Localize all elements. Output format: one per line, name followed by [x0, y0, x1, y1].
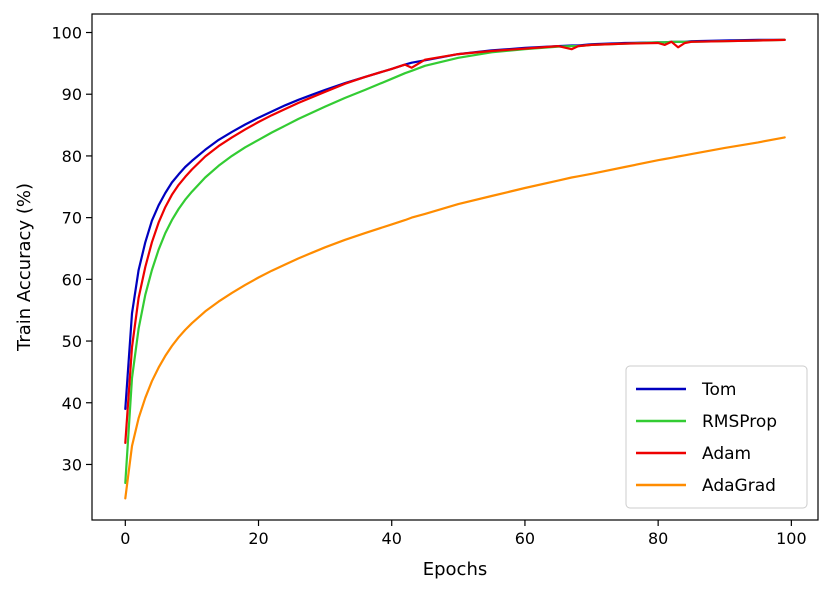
- x-tick-label: 100: [776, 529, 807, 548]
- x-axis-label: Epochs: [423, 559, 488, 580]
- legend-box: [625, 365, 808, 509]
- y-tick-label: 100: [51, 24, 82, 43]
- legend-label-rmsprop: RMSProp: [702, 412, 777, 432]
- legend: Tom RMSProp Adam AdaGrad: [625, 365, 808, 509]
- x-tick-label: 60: [515, 529, 535, 548]
- legend-label-adam: Adam: [702, 444, 751, 464]
- y-tick-label: 60: [62, 270, 82, 289]
- y-tick-label: 30: [62, 455, 82, 474]
- x-tick-label: 20: [248, 529, 268, 548]
- legend-label-tom: Tom: [701, 380, 736, 400]
- series-line-rmsprop: [124, 38, 786, 485]
- y-tick-label: 80: [62, 147, 82, 166]
- x-tick-label: 40: [382, 529, 402, 548]
- series-line-adagrad: [124, 136, 786, 500]
- series-layer: [124, 38, 786, 500]
- x-tick-label: 80: [648, 529, 668, 548]
- y-tick-label: 40: [62, 394, 82, 413]
- y-tick-label: 70: [62, 209, 82, 228]
- y-axis: 30 40 50 60 70 80 90 100: [51, 24, 92, 474]
- legend-label-adagrad: AdaGrad: [702, 476, 776, 496]
- plot-frame: [91, 13, 819, 521]
- y-axis-label: Train Accuracy (%): [14, 183, 35, 352]
- x-axis: 0 20 40 60 80 100: [120, 520, 807, 548]
- x-tick-label: 0: [120, 529, 130, 548]
- y-tick-label: 50: [62, 332, 82, 351]
- y-tick-label: 90: [62, 85, 82, 104]
- series-line-adam: [124, 38, 786, 444]
